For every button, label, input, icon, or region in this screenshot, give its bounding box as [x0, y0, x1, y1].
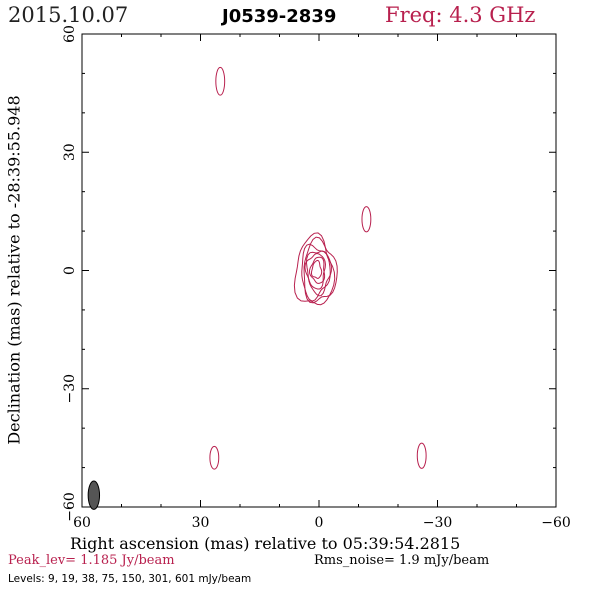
core-contour: [303, 236, 338, 304]
y-axis-label: Declination (mas) relative to -28:39:55.…: [4, 95, 24, 445]
contour-blob: [209, 445, 220, 470]
rms-noise: Rms_noise= 1.9 mJy/beam: [314, 553, 490, 568]
y-tick-label: −60: [62, 492, 78, 522]
contour-levels: Levels: 9, 19, 38, 75, 150, 301, 601 mJy…: [8, 573, 252, 585]
core-contour: [310, 259, 323, 279]
x-tick-label: 0: [315, 515, 324, 531]
y-tick-label: 0: [62, 266, 78, 275]
core-contour: [309, 256, 326, 284]
source-name: J0539-2839: [222, 6, 337, 27]
plot-border: [81, 33, 557, 508]
y-tick-label: −30: [62, 374, 78, 404]
y-tick-label: 30: [62, 143, 78, 161]
core-contour: [306, 250, 332, 297]
x-axis-label: Right ascension (mas) relative to 05:39:…: [70, 534, 461, 553]
x-tick-label: 30: [192, 515, 210, 531]
core-contour: [304, 253, 326, 290]
contour-layer: [209, 66, 427, 470]
contour-blob: [215, 66, 226, 96]
x-tick-label: 60: [73, 515, 91, 531]
date-label: 2015.10.07: [8, 3, 129, 27]
contour-blob: [416, 442, 427, 469]
core-contour: [293, 232, 336, 306]
x-tick-label: −30: [423, 515, 453, 531]
beam-layer: [87, 480, 101, 510]
axis-ticks: [81, 33, 557, 508]
peak-level: Peak_lev= 1.185 Jy/beam: [8, 553, 175, 568]
beam-ellipse: [87, 480, 101, 510]
frequency-label: Freq: 4.3 GHz: [385, 3, 536, 27]
x-tick-label: −60: [541, 515, 571, 531]
y-tick-label: 60: [62, 25, 78, 43]
contour-blob: [361, 206, 372, 233]
plot-frame: [81, 33, 557, 508]
axis-tick-labels: 60 30 0 −30 −60 −60 −30 0 30 60: [62, 25, 571, 531]
